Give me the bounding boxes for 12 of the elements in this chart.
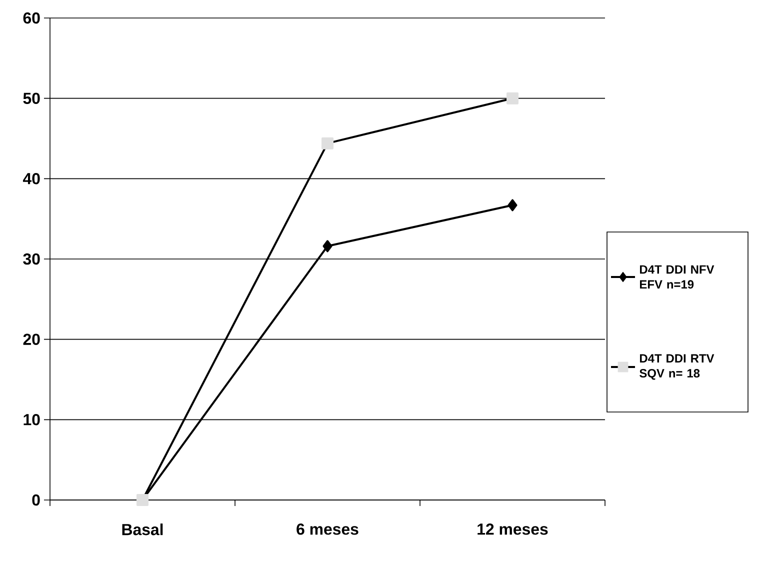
x-tick-label: 6 meses xyxy=(296,524,358,535)
y-tick-label: 40 xyxy=(22,173,40,184)
x-tick-label: Basal xyxy=(122,524,163,536)
legend-label: D4T DDI NFV EFV n=19 xyxy=(640,265,714,289)
y-tick-label: 60 xyxy=(23,12,40,24)
y-tick-label: 10 xyxy=(24,414,40,426)
y-tick-label: 20 xyxy=(23,334,40,345)
x-tick-label: 12 meses xyxy=(478,524,548,535)
y-tick-label: 30 xyxy=(23,253,40,265)
y-tick-label: 50 xyxy=(23,92,40,104)
legend-label: D4T DDI RTV SQV n= 18 xyxy=(640,354,714,380)
y-tick-label: 0 xyxy=(32,494,40,506)
